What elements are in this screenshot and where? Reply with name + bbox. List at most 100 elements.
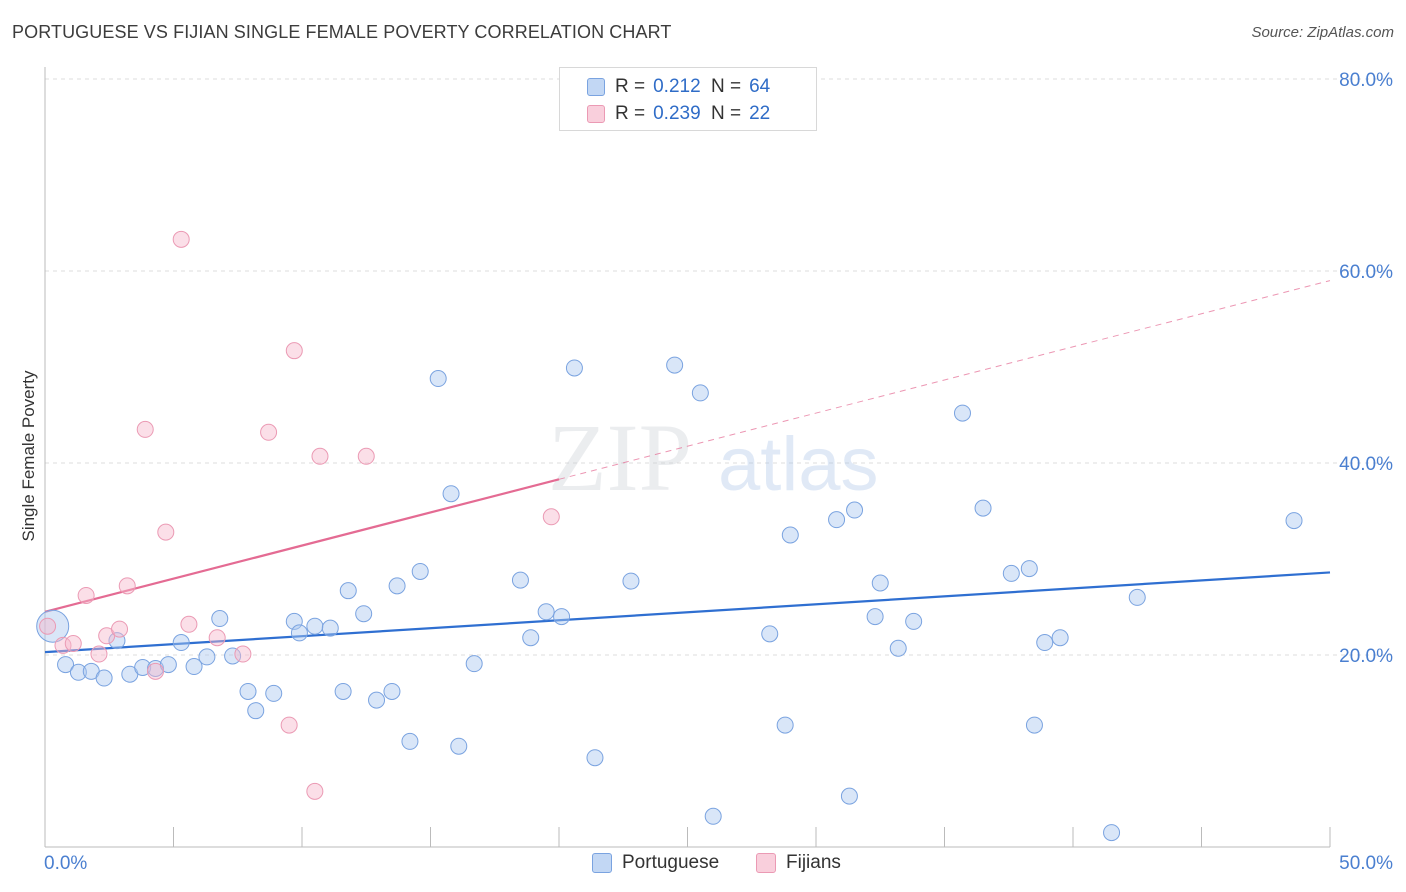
data-point — [118, 577, 136, 595]
bottom-legend-swatch-fijians — [756, 853, 776, 873]
data-point — [761, 625, 779, 643]
data-point — [401, 732, 419, 750]
data-point — [704, 807, 722, 825]
data-point — [429, 370, 447, 388]
data-point — [565, 359, 583, 377]
source-label: Source: ZipAtlas.com — [1251, 24, 1394, 41]
data-point — [339, 582, 357, 600]
bottom-legend: Portuguese Fijians — [0, 852, 1406, 878]
trend-line-extension — [558, 280, 1331, 480]
legend-r-value: 0.239 — [653, 103, 701, 124]
data-point — [1128, 588, 1146, 606]
data-point — [1036, 634, 1054, 652]
data-point — [553, 608, 571, 626]
watermark-zip: ZIP — [548, 404, 692, 511]
data-point — [224, 647, 242, 665]
legend-n-label: N = — [711, 76, 742, 97]
bottom-legend-label: Fijians — [786, 852, 841, 873]
data-point — [781, 526, 799, 544]
data-point — [306, 782, 324, 800]
data-point — [586, 749, 604, 767]
data-point — [247, 702, 265, 720]
data-point — [357, 447, 375, 465]
data-point — [1051, 629, 1069, 647]
data-point — [290, 624, 308, 642]
data-point — [39, 617, 57, 635]
legend-n-value: 64 — [749, 76, 771, 97]
bottom-legend-label: Portuguese — [622, 852, 720, 873]
x-tick-labels: 0.0% 50.0% — [44, 853, 1393, 874]
legend-swatch-portuguese — [587, 78, 605, 96]
data-point — [136, 420, 154, 438]
data-point — [172, 634, 190, 652]
bottom-legend-portuguese[interactable]: Portuguese — [592, 852, 719, 874]
data-point — [306, 617, 324, 635]
legend-swatch-fijians — [587, 105, 605, 123]
data-point — [77, 586, 95, 604]
x-tick-label: 0.0% — [44, 853, 87, 874]
data-point — [1020, 560, 1038, 578]
data-point — [260, 423, 278, 441]
data-point — [57, 656, 75, 674]
watermark-atlas: atlas — [718, 422, 879, 507]
watermark: ZIP atlas — [548, 404, 879, 511]
y-axis-title: Single Female Poverty — [19, 370, 38, 542]
legend-r-label: R = — [615, 76, 646, 97]
data-point — [180, 615, 198, 633]
legend-n-label: N = — [711, 103, 742, 124]
legend-row-portuguese: R = 0.212 N = 64 — [587, 75, 770, 99]
data-point — [147, 662, 165, 680]
axes — [44, 67, 1331, 848]
data-point — [172, 230, 190, 248]
data-points — [36, 230, 1303, 842]
legend: R = 0.212 N = 64 R = 0.239 N = 22 — [559, 67, 817, 131]
grid-lines — [45, 78, 1392, 656]
data-point — [866, 608, 884, 626]
y-tick-label: 80.0% — [1339, 70, 1393, 91]
data-point — [321, 619, 339, 637]
data-point — [889, 639, 907, 657]
data-point — [465, 655, 483, 673]
data-point — [157, 523, 175, 541]
trend-line — [44, 571, 1331, 654]
bottom-legend-fijians[interactable]: Fijians — [756, 852, 841, 874]
data-point — [383, 682, 401, 700]
data-point — [622, 572, 640, 590]
data-point — [1025, 716, 1043, 734]
data-point — [64, 634, 82, 652]
data-point — [1103, 824, 1121, 842]
data-point — [1285, 512, 1303, 530]
data-point — [442, 485, 460, 503]
y-tick-labels: 20.0% 40.0% 60.0% 80.0% — [1339, 70, 1393, 667]
legend-n-value: 22 — [749, 103, 771, 124]
data-point — [211, 610, 229, 628]
data-point — [69, 663, 87, 681]
chart-title: PORTUGUESE VS FIJIAN SINGLE FEMALE POVER… — [12, 22, 672, 42]
data-point — [54, 636, 72, 654]
data-point — [185, 658, 203, 676]
data-point — [234, 645, 252, 663]
data-point — [265, 684, 283, 702]
data-point — [450, 737, 468, 755]
data-point — [285, 342, 303, 360]
legend-r-label: R = — [615, 103, 646, 124]
trend-lines — [44, 280, 1331, 654]
data-point — [388, 577, 406, 595]
data-point — [411, 562, 429, 580]
data-point — [198, 648, 216, 666]
data-point — [90, 645, 108, 663]
data-point — [239, 682, 257, 700]
bottom-legend-swatch-portuguese — [592, 853, 612, 873]
data-point — [368, 691, 386, 709]
data-point — [953, 404, 971, 422]
data-point — [871, 574, 889, 592]
data-point — [542, 508, 560, 526]
data-point — [666, 356, 684, 374]
data-point — [355, 605, 373, 623]
data-point — [334, 682, 352, 700]
data-point — [828, 511, 846, 529]
y-tick-label: 60.0% — [1339, 262, 1393, 283]
data-point — [208, 629, 226, 647]
data-point — [1002, 564, 1020, 582]
